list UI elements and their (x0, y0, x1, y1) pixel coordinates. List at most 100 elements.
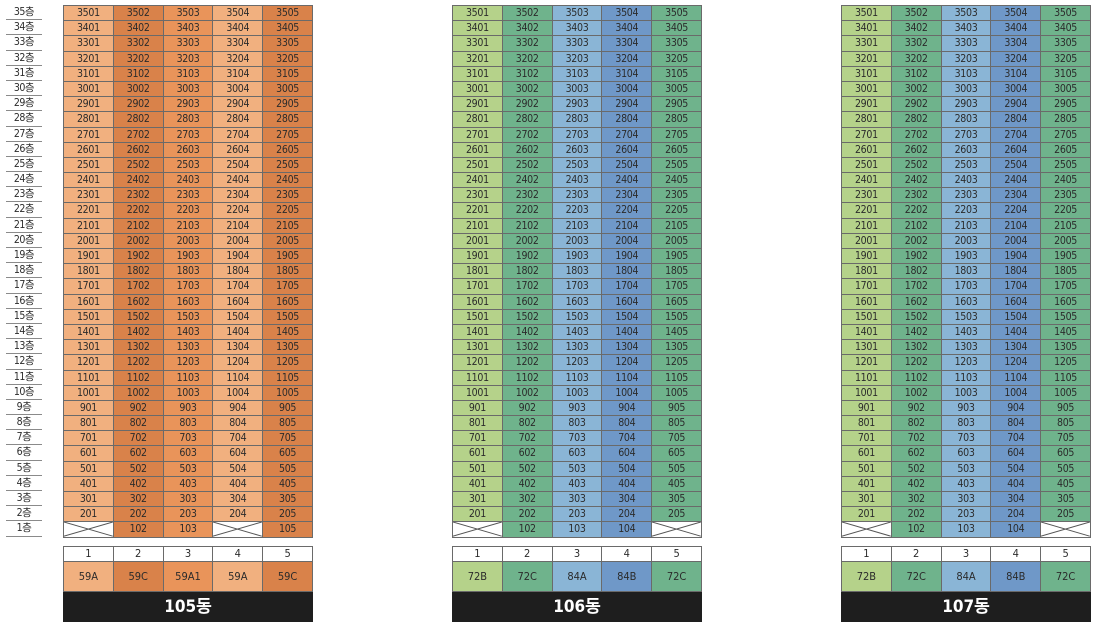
unit-cell[interactable]: 1705 (1041, 279, 1091, 295)
unit-cell[interactable]: 1501 (453, 309, 503, 325)
unit-cell[interactable]: 3003 (163, 81, 214, 98)
unit-cell[interactable]: 1902 (502, 249, 553, 265)
unit-cell[interactable]: 802 (113, 416, 164, 432)
unit-cell[interactable]: 904 (213, 400, 264, 417)
unit-cell[interactable]: 3301 (453, 36, 503, 52)
unit-cell[interactable]: 2205 (1041, 203, 1091, 219)
unit-cell[interactable]: 1102 (891, 370, 942, 386)
unit-cell[interactable]: 3201 (842, 51, 892, 67)
unit-cell[interactable]: 1603 (163, 294, 214, 310)
unit-cell[interactable]: 1601 (64, 294, 114, 310)
unit-cell[interactable]: 3203 (552, 51, 603, 67)
unit-cell[interactable]: 2905 (263, 97, 313, 113)
unit-cell[interactable]: 2601 (842, 142, 892, 158)
unit-cell[interactable]: 2004 (991, 233, 1042, 249)
unit-cell[interactable]: 1605 (1041, 294, 1091, 310)
unit-cell[interactable]: 901 (842, 400, 892, 417)
unit-cell[interactable]: 2605 (263, 142, 313, 158)
unit-cell[interactable]: 1203 (163, 355, 214, 371)
unit-cell[interactable]: 1403 (163, 324, 214, 341)
unit-cell[interactable]: 2801 (64, 112, 114, 128)
unit-cell[interactable]: 1805 (652, 264, 702, 280)
unit-cell[interactable]: 1905 (1041, 249, 1091, 265)
unit-cell[interactable]: 3005 (1041, 81, 1091, 98)
unit-cell[interactable]: 1402 (113, 324, 164, 341)
unit-cell[interactable]: 3504 (991, 6, 1042, 22)
unit-cell[interactable]: 1305 (652, 340, 702, 356)
unit-cell[interactable]: 205 (263, 507, 313, 523)
unit-cell[interactable]: 105 (263, 522, 313, 538)
unit-cell[interactable]: 2703 (163, 127, 214, 143)
unit-cell[interactable]: 2103 (552, 218, 603, 234)
unit-cell[interactable]: 302 (891, 492, 942, 508)
unit-cell[interactable]: 3204 (213, 51, 264, 67)
unit-cell[interactable]: 3102 (113, 66, 164, 82)
unit-cell[interactable]: 3201 (64, 51, 114, 67)
unit-cell[interactable]: 3101 (453, 66, 503, 82)
unit-cell[interactable]: 1503 (941, 309, 992, 325)
unit-cell[interactable]: 2005 (263, 233, 313, 249)
unit-cell[interactable]: 301 (64, 492, 114, 508)
unit-cell[interactable]: 2304 (991, 188, 1042, 204)
unit-cell[interactable]: 903 (552, 400, 603, 417)
unit-cell[interactable]: 3403 (552, 21, 603, 37)
unit-cell[interactable]: 1102 (113, 370, 164, 386)
unit-cell[interactable]: 104 (991, 522, 1042, 538)
unit-cell[interactable]: 504 (213, 461, 264, 477)
unit-cell[interactable]: 2504 (213, 157, 264, 174)
unit-cell[interactable]: 2503 (552, 157, 603, 174)
unit-cell[interactable]: 1003 (552, 385, 603, 401)
unit-cell[interactable]: 303 (552, 492, 603, 508)
unit-cell[interactable]: 1702 (502, 279, 553, 295)
unit-cell[interactable]: 3402 (113, 21, 164, 37)
unit-cell[interactable]: 2203 (941, 203, 992, 219)
unit-cell[interactable]: 1901 (453, 249, 503, 265)
unit-cell[interactable]: 3202 (502, 51, 553, 67)
unit-cell[interactable]: 2404 (213, 173, 264, 189)
unit-cell[interactable]: 2401 (64, 173, 114, 189)
unit-cell[interactable]: 2402 (113, 173, 164, 189)
unit-cell[interactable]: 402 (113, 476, 164, 492)
unit-cell[interactable]: 3402 (891, 21, 942, 37)
unit-cell[interactable]: 1001 (453, 385, 503, 401)
unit-cell[interactable]: 2104 (213, 218, 264, 234)
unit-cell[interactable]: 2803 (163, 112, 214, 128)
unit-cell[interactable]: 2804 (602, 112, 653, 128)
unit-cell[interactable]: 1302 (891, 340, 942, 356)
unit-cell[interactable]: 804 (602, 416, 653, 432)
unit-cell[interactable]: 1903 (552, 249, 603, 265)
unit-cell[interactable]: 1303 (163, 340, 214, 356)
unit-cell[interactable]: 601 (453, 446, 503, 462)
unit-cell[interactable]: 3004 (602, 81, 653, 98)
unit-cell[interactable]: 2902 (113, 97, 164, 113)
unit-cell[interactable]: 3001 (64, 81, 114, 98)
unit-cell[interactable]: 1604 (602, 294, 653, 310)
unit-cell[interactable]: 2201 (453, 203, 503, 219)
unit-cell[interactable]: 1701 (64, 279, 114, 295)
unit-cell[interactable]: 2702 (891, 127, 942, 143)
unit-cell[interactable]: 1801 (842, 264, 892, 280)
unit-cell[interactable]: 404 (213, 476, 264, 492)
unit-cell[interactable]: 2604 (991, 142, 1042, 158)
unit-cell[interactable]: 2601 (64, 142, 114, 158)
unit-cell[interactable]: 2402 (502, 173, 553, 189)
unit-cell[interactable]: 1703 (941, 279, 992, 295)
unit-cell[interactable]: 2503 (941, 157, 992, 174)
unit-cell[interactable]: 3305 (1041, 36, 1091, 52)
unit-cell[interactable]: 705 (652, 431, 702, 447)
unit-cell[interactable]: 2501 (64, 157, 114, 174)
unit-cell[interactable]: 202 (502, 507, 553, 523)
unit-cell[interactable]: 3403 (163, 21, 214, 37)
unit-cell[interactable]: 3001 (842, 81, 892, 98)
unit-cell[interactable]: 802 (891, 416, 942, 432)
unit-cell[interactable]: 2805 (652, 112, 702, 128)
unit-cell[interactable]: 1105 (1041, 370, 1091, 386)
unit-cell[interactable]: 204 (602, 507, 653, 523)
unit-cell[interactable]: 1005 (263, 385, 313, 401)
unit-cell[interactable]: 1502 (113, 309, 164, 325)
unit-cell[interactable]: 2703 (941, 127, 992, 143)
unit-cell[interactable]: 102 (113, 522, 164, 538)
unit-cell[interactable]: 3505 (1041, 6, 1091, 22)
unit-cell[interactable]: 1201 (64, 355, 114, 371)
unit-cell[interactable]: 2102 (891, 218, 942, 234)
